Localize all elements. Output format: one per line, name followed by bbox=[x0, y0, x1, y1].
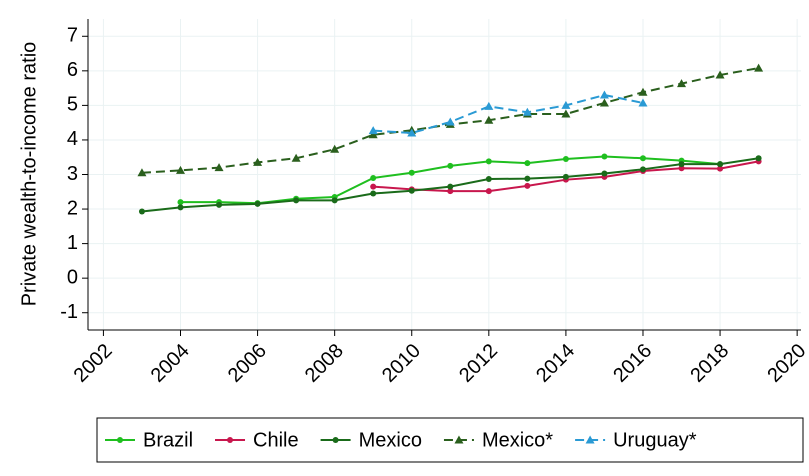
marker bbox=[447, 162, 454, 169]
marker bbox=[214, 163, 224, 172]
marker bbox=[370, 174, 377, 181]
x-tick-label: 2008 bbox=[301, 340, 348, 387]
marker bbox=[254, 200, 261, 207]
marker bbox=[331, 197, 338, 204]
marker bbox=[330, 144, 340, 153]
marker bbox=[485, 158, 492, 165]
marker bbox=[216, 201, 223, 208]
marker bbox=[177, 199, 184, 206]
marker bbox=[677, 79, 687, 88]
marker bbox=[408, 169, 415, 176]
marker bbox=[368, 130, 378, 139]
marker bbox=[561, 100, 571, 109]
x-tick-label: 2014 bbox=[532, 340, 579, 387]
marker bbox=[639, 166, 646, 173]
marker bbox=[485, 188, 492, 195]
marker bbox=[524, 160, 531, 167]
marker bbox=[117, 437, 123, 443]
marker bbox=[137, 168, 147, 177]
marker bbox=[638, 87, 648, 96]
marker bbox=[484, 101, 494, 110]
marker bbox=[599, 90, 609, 99]
y-tick-label: 0 bbox=[67, 266, 78, 288]
marker bbox=[332, 437, 339, 443]
y-tick-label: 2 bbox=[67, 197, 78, 219]
marker bbox=[445, 117, 455, 126]
y-axis-label: Private wealth-to-income ratio bbox=[18, 42, 40, 307]
line bbox=[373, 93, 644, 135]
marker bbox=[601, 170, 608, 177]
marker bbox=[754, 63, 764, 72]
y-tick-label: 1 bbox=[67, 232, 78, 254]
legend-label: Chile bbox=[253, 429, 299, 451]
marker bbox=[227, 437, 234, 443]
marker bbox=[755, 155, 762, 162]
y-tick-label: -1 bbox=[60, 301, 78, 323]
marker bbox=[524, 175, 531, 182]
x-tick-label: 2016 bbox=[609, 340, 656, 387]
marker bbox=[485, 175, 492, 182]
x-tick-label: 2006 bbox=[224, 340, 271, 387]
marker bbox=[561, 109, 571, 118]
x-tick-label: 2020 bbox=[763, 340, 809, 387]
legend-label: Mexico* bbox=[482, 429, 553, 451]
legend-label: Mexico bbox=[359, 429, 422, 451]
marker bbox=[407, 128, 417, 137]
marker bbox=[370, 190, 377, 197]
marker bbox=[562, 173, 569, 180]
marker bbox=[715, 70, 725, 79]
marker bbox=[484, 115, 494, 124]
y-tick-label: 4 bbox=[67, 128, 78, 150]
marker bbox=[175, 165, 185, 174]
marker bbox=[454, 435, 464, 444]
marker bbox=[408, 187, 415, 194]
marker bbox=[639, 155, 646, 162]
marker bbox=[447, 183, 454, 190]
marker bbox=[678, 161, 685, 168]
marker bbox=[601, 153, 608, 160]
y-tick-label: 7 bbox=[67, 25, 78, 47]
x-tick-label: 2018 bbox=[686, 340, 733, 387]
marker bbox=[524, 182, 531, 189]
marker bbox=[562, 155, 569, 162]
x-tick-label: 2012 bbox=[455, 340, 502, 387]
legend-label: Uruguay* bbox=[613, 429, 697, 451]
marker bbox=[253, 157, 263, 166]
marker bbox=[177, 204, 184, 211]
legend-label: Brazil bbox=[143, 429, 193, 451]
y-tick-label: 6 bbox=[67, 59, 78, 81]
marker bbox=[291, 153, 301, 162]
marker bbox=[447, 188, 454, 195]
marker bbox=[717, 165, 724, 172]
marker bbox=[599, 98, 609, 107]
x-tick-label: 2010 bbox=[378, 340, 425, 387]
x-tick-label: 2002 bbox=[70, 340, 117, 387]
x-tick-label: 2004 bbox=[147, 340, 194, 387]
y-tick-label: 3 bbox=[67, 163, 78, 185]
y-tick-label: 5 bbox=[67, 94, 78, 116]
marker bbox=[522, 107, 532, 116]
marker bbox=[138, 208, 145, 215]
marker bbox=[717, 161, 724, 168]
marker bbox=[368, 126, 378, 135]
marker bbox=[638, 98, 648, 107]
marker bbox=[370, 183, 377, 190]
marker bbox=[678, 165, 685, 172]
marker bbox=[293, 197, 300, 204]
marker bbox=[585, 435, 595, 444]
